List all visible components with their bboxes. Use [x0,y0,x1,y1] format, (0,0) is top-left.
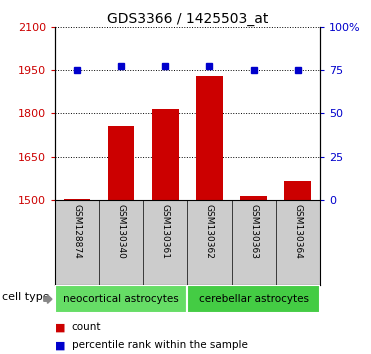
Text: GSM130361: GSM130361 [161,204,170,259]
Bar [187,285,320,313]
Text: ■: ■ [55,340,65,350]
Text: percentile rank within the sample: percentile rank within the sample [72,340,247,350]
Bar [64,199,90,200]
Text: GSM130363: GSM130363 [249,204,258,259]
Text: count: count [72,322,101,332]
Text: GSM130362: GSM130362 [205,204,214,259]
Bar [240,196,267,200]
Text: cell type: cell type [2,292,49,302]
Text: cerebellar astrocytes: cerebellar astrocytes [198,294,309,304]
Text: GSM130340: GSM130340 [116,204,126,259]
Bar [108,126,134,200]
Text: ■: ■ [55,322,65,332]
Bar [152,109,178,200]
Bar [285,181,311,200]
Text: neocortical astrocytes: neocortical astrocytes [63,294,179,304]
Title: GDS3366 / 1425503_at: GDS3366 / 1425503_at [107,12,268,25]
Bar [55,285,187,313]
Bar [196,76,223,200]
Text: GSM130364: GSM130364 [293,204,302,259]
Text: GSM128874: GSM128874 [72,204,82,259]
